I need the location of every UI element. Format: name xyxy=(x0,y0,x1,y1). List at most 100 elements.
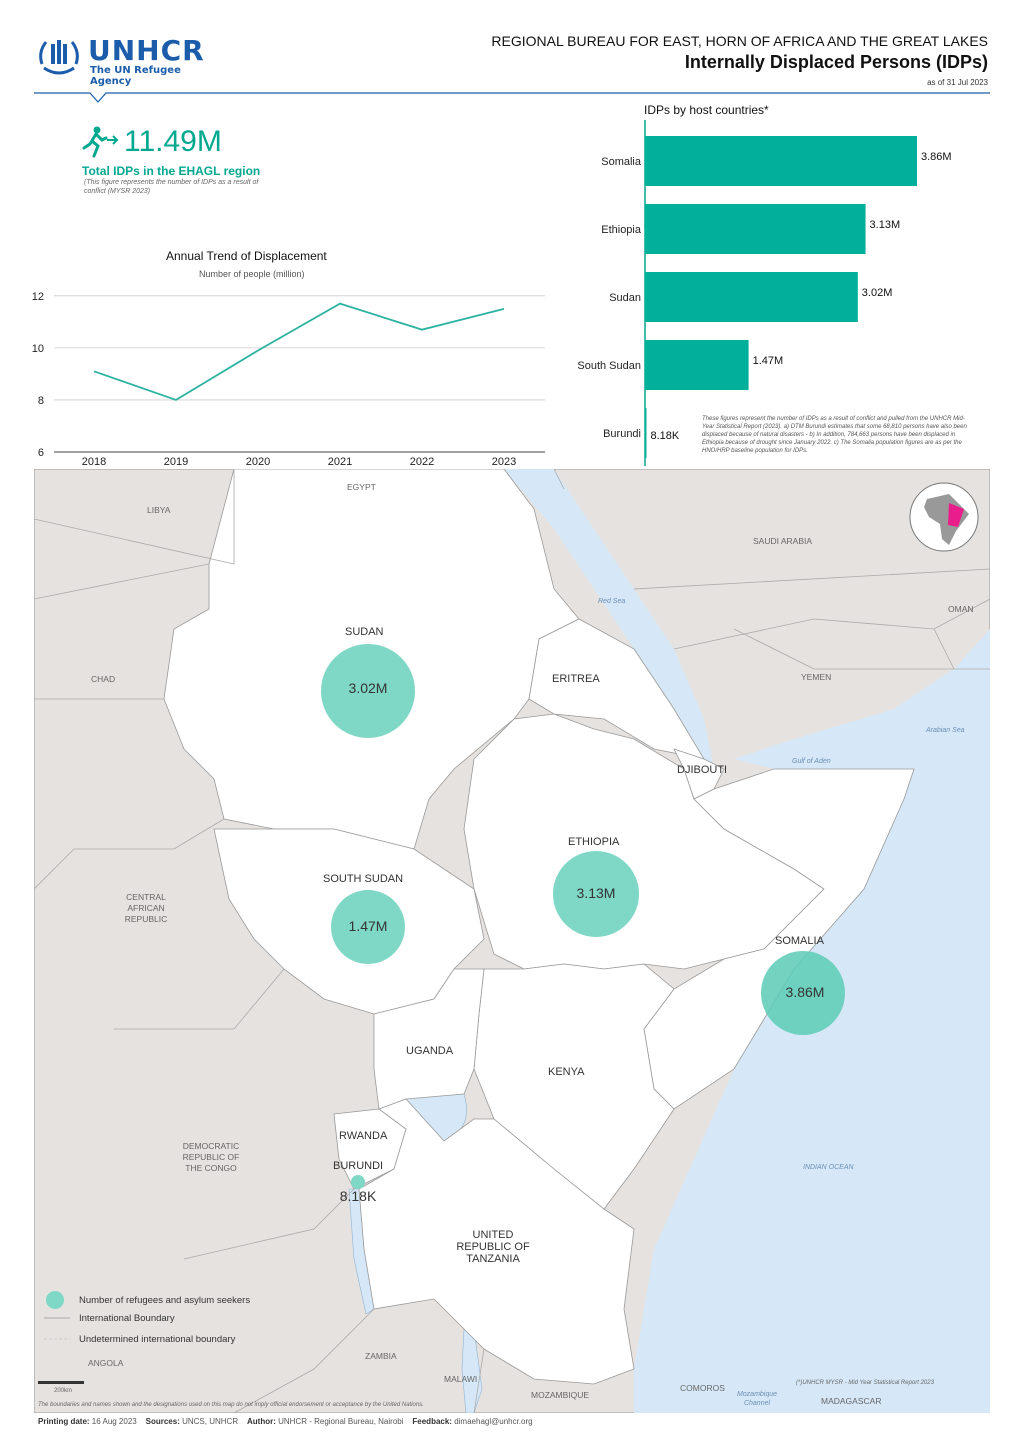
uganda-shape xyxy=(373,968,485,1110)
x-tick-label: 2022 xyxy=(410,456,434,468)
bubble-value-somalia: 3.86M xyxy=(785,984,825,1000)
line-chart-subtitle: Number of people (million) xyxy=(199,269,305,279)
label-oman: OMAN xyxy=(948,604,974,614)
total-idps-label: Total IDPs in the EHAGL region xyxy=(82,164,261,178)
total-idps-value: 11.49M xyxy=(124,125,222,158)
bar xyxy=(645,272,858,322)
bar-category-label: Sudan xyxy=(609,292,641,304)
laurel-people-icon xyxy=(39,40,79,75)
bar-value-label: 1.47M xyxy=(753,355,784,367)
tanzania-shape xyxy=(358,1098,635,1385)
bar-chart-title: IDPs by host countries* xyxy=(644,103,769,117)
bar-chart: Somalia 3.86M Ethiopia 3.13M Sudan 3.02M South… xyxy=(577,120,952,466)
line-chart: 6 8 10 12 2018 2019 2020 2021 2022 2023 xyxy=(32,291,545,468)
bubble-label-south-sudan: SOUTH SUDAN xyxy=(323,873,404,885)
label-uganda: UGANDA xyxy=(406,1045,454,1057)
sources-value: UNCS, UNHCR xyxy=(182,1417,239,1426)
legend-bubble-swatch xyxy=(46,1291,64,1309)
bar-value-label: 3.13M xyxy=(870,219,901,231)
bureau-title: REGIONAL BUREAU FOR EAST, HORN OF AFRICA… xyxy=(491,33,988,49)
bubble-label-burundi: BURUNDI xyxy=(333,1160,384,1172)
map-disclaimer: The boundaries and names shown and the d… xyxy=(38,1402,424,1408)
header-divider xyxy=(34,92,990,103)
bar xyxy=(645,408,647,458)
printing-label: Printing date: xyxy=(38,1417,90,1426)
label-madagascar: MADAGASCAR xyxy=(821,1396,882,1406)
map-source-note: (*)UNHCR MYSR - Mid Year Statistical Rep… xyxy=(796,1380,934,1386)
total-idps-note: (This figure represents the number of ID… xyxy=(84,179,259,195)
x-tick-label: 2023 xyxy=(492,456,516,468)
bubble-value-south-sudan: 1.47M xyxy=(348,918,388,934)
scale-bar xyxy=(38,1381,84,1384)
bar-chart-note: These figures represent the number of ID… xyxy=(702,416,967,454)
running-person-icon xyxy=(82,126,119,158)
sources-label: Sources: xyxy=(145,1417,180,1426)
bar-value-label: 8.18K xyxy=(651,430,680,442)
bubble-ethiopia xyxy=(553,851,639,937)
bar-value-label: 3.02M xyxy=(862,287,893,299)
red-sea-water xyxy=(504,469,714,769)
logo-tagline: The UN Refugee Agency xyxy=(90,65,181,87)
bubble-sudan xyxy=(321,644,415,738)
page-title: Internally Displaced Persons (IDPs) xyxy=(684,52,988,72)
feedback-value[interactable]: dimaehagl@unhcr.org xyxy=(454,1417,533,1426)
kenya-shape xyxy=(473,963,675,1210)
label-mozambique: MOZAMBIQUE xyxy=(531,1390,590,1400)
bubble-label-ethiopia: ETHIOPIA xyxy=(568,836,620,848)
label-kenya: KENYA xyxy=(548,1066,585,1078)
scale-label: 200km xyxy=(54,1388,73,1394)
label-rwanda: RWANDA xyxy=(339,1130,388,1142)
locator-highlight xyxy=(948,503,964,527)
bar-value-label: 3.86M xyxy=(921,151,952,163)
bubble-value-burundi: 8.18K xyxy=(339,1188,377,1204)
label-indian-ocean: INDIAN OCEAN xyxy=(803,1164,854,1171)
line-chart-title: Annual Trend of Displacement xyxy=(166,249,327,263)
label-egypt: EGYPT xyxy=(347,482,376,492)
bar-category-label: South Sudan xyxy=(577,360,641,372)
label-yemen: YEMEN xyxy=(801,672,832,682)
label-comoros: COMOROS xyxy=(680,1383,725,1393)
label-malawi: MALAWI xyxy=(444,1374,478,1384)
bubble-value-sudan: 3.02M xyxy=(348,680,388,696)
label-mozambique-channel: Mozambique Channel xyxy=(736,1391,778,1407)
y-tick-label: 10 xyxy=(32,343,44,355)
bubble-south-sudan xyxy=(331,890,405,964)
x-tick-label: 2018 xyxy=(82,456,106,468)
logo-name: UNHCR xyxy=(88,34,205,67)
unhcr-logo: UNHCR The UN Refugee Agency xyxy=(34,34,214,87)
label-saudi: SAUDI ARABIA xyxy=(753,536,813,546)
label-tanzania: UNITED REPUBLIC OF TANZANIA xyxy=(456,1229,530,1265)
label-djibouti: DJIBOUTI xyxy=(677,764,728,776)
bubble-label-somalia: SOMALIA xyxy=(775,935,824,947)
footer: Printing date: 16 Aug 2023 Sources: UNCS… xyxy=(38,1417,533,1426)
feedback-label: Feedback: xyxy=(412,1417,452,1426)
bar-category-label: Burundi xyxy=(603,428,641,440)
bar-category-label: Somalia xyxy=(601,156,642,168)
label-eritrea: ERITREA xyxy=(552,673,600,685)
author-label: Author: xyxy=(246,1417,276,1426)
printing-value: 16 Aug 2023 xyxy=(91,1417,137,1426)
label-gulf-aden: Gulf of Aden xyxy=(792,758,831,765)
bubble-burundi xyxy=(351,1175,365,1189)
bar xyxy=(645,340,749,390)
bubble-somalia xyxy=(761,951,845,1035)
x-tick-label: 2020 xyxy=(246,456,270,468)
bar-category-label: Ethiopia xyxy=(601,224,642,236)
legend-bubble-label: Number of refugees and asylum seekers xyxy=(79,1295,251,1306)
label-chad: CHAD xyxy=(91,674,116,684)
y-tick-label: 8 xyxy=(38,395,44,407)
x-tick-label: 2021 xyxy=(328,456,352,468)
x-tick-label: 2019 xyxy=(164,456,188,468)
neighbour-border-lines xyxy=(34,469,990,1413)
label-arabian-sea: Arabian Sea xyxy=(926,727,965,734)
label-car: CENTRAL AFRICAN REPUBLIC xyxy=(124,892,168,924)
bubble-label-sudan: SUDAN xyxy=(345,626,384,638)
label-libya: LIBYA xyxy=(147,505,171,515)
legend-undetermined-label: Undetermined international boundary xyxy=(79,1334,236,1345)
author-value: UNHCR - Regional Bureau, Nairobi xyxy=(278,1417,404,1426)
series-line xyxy=(93,302,505,401)
label-drc: DEMOCRATIC REPUBLIC OF THE CONGO xyxy=(182,1141,240,1173)
as-of-date: as of 31 Jul 2023 xyxy=(927,78,988,87)
label-zambia: ZAMBIA xyxy=(365,1351,397,1361)
